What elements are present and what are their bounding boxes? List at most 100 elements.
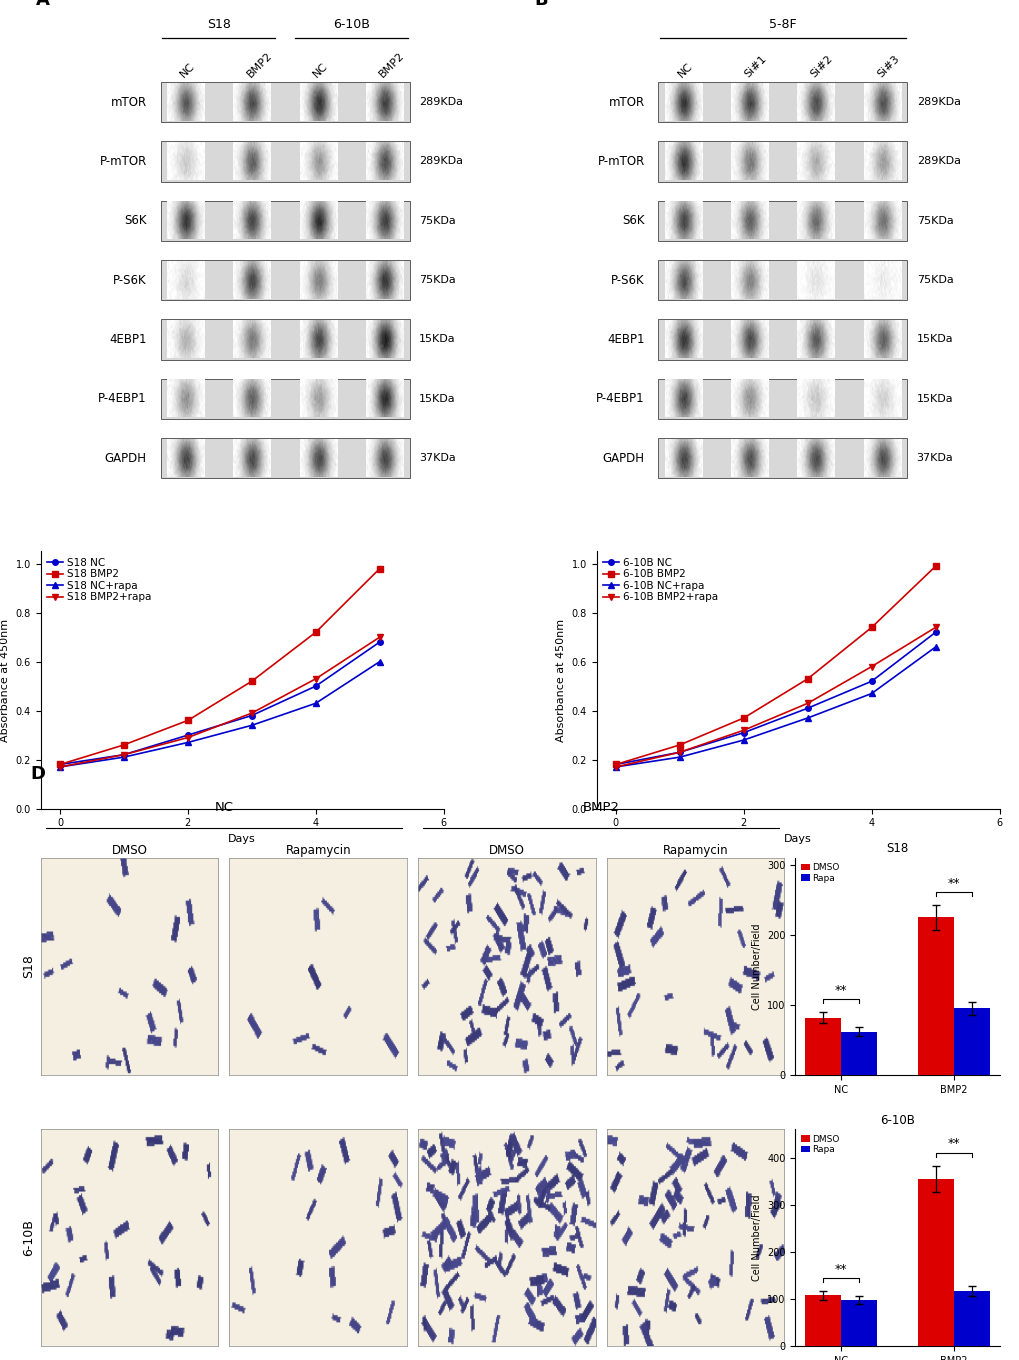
Y-axis label: 6-10B: 6-10B — [22, 1220, 36, 1257]
6-10B NC+rapa — [801, 710, 813, 726]
Line: S18 NC+rapa: S18 NC+rapa — [57, 658, 382, 770]
Bar — [840, 1032, 876, 1074]
6-10B BMP2+rapa — [674, 744, 686, 760]
Title: Rapamycin: Rapamycin — [285, 843, 351, 857]
Text: NC: NC — [214, 801, 233, 815]
Bar — [161, 82, 410, 122]
Bar — [161, 320, 410, 359]
Bar — [804, 1296, 840, 1346]
Bar — [161, 260, 410, 301]
Text: GAPDH: GAPDH — [105, 452, 147, 465]
6-10B NC+rapa — [674, 749, 686, 766]
6-10B BMP2+rapa — [928, 619, 941, 635]
Line: S18 BMP2+rapa: S18 BMP2+rapa — [57, 634, 382, 770]
S18 BMP2 — [117, 737, 129, 753]
S18 NC — [117, 747, 129, 763]
Title: Rapamycin: Rapamycin — [662, 843, 728, 857]
Line: S18 NC: S18 NC — [57, 639, 382, 767]
Text: Si#2: Si#2 — [808, 53, 835, 79]
Text: 15KDa: 15KDa — [419, 394, 454, 404]
Bar — [658, 438, 907, 479]
Text: 289KDa: 289KDa — [916, 97, 960, 107]
Legend: DMSO, Rapa: DMSO, Rapa — [799, 862, 840, 884]
Text: P-S6K: P-S6K — [610, 273, 644, 287]
S18 NC+rapa — [310, 695, 322, 711]
Bar — [658, 260, 907, 301]
Text: 289KDa: 289KDa — [419, 97, 463, 107]
S18 NC — [181, 728, 194, 744]
Text: S18: S18 — [207, 19, 230, 31]
6-10B NC+rapa — [609, 759, 622, 775]
Text: BMP2: BMP2 — [582, 801, 620, 815]
Text: P-S6K: P-S6K — [113, 273, 147, 287]
Text: Si#1: Si#1 — [742, 53, 768, 79]
Bar — [161, 201, 410, 241]
Text: P-mTOR: P-mTOR — [100, 155, 147, 169]
X-axis label: Days: Days — [228, 834, 256, 843]
6-10B NC — [609, 756, 622, 772]
S18 BMP2+rapa — [181, 729, 194, 745]
Bar — [840, 1300, 876, 1346]
Line: 6-10B NC: 6-10B NC — [612, 630, 937, 767]
Bar — [161, 378, 410, 419]
S18 BMP2 — [373, 560, 385, 577]
Text: S6K: S6K — [622, 215, 644, 227]
S18 NC+rapa — [373, 653, 385, 669]
Y-axis label: Absorbance at 450nm: Absorbance at 450nm — [0, 619, 10, 741]
Text: P-4EBP1: P-4EBP1 — [98, 392, 147, 405]
6-10B NC+rapa — [928, 639, 941, 656]
Text: BMP2: BMP2 — [245, 50, 274, 79]
6-10B NC — [928, 624, 941, 641]
Text: P-4EBP1: P-4EBP1 — [595, 392, 644, 405]
Text: 15KDa: 15KDa — [916, 394, 953, 404]
Text: 5-8F: 5-8F — [768, 19, 796, 31]
S18 BMP2 — [246, 673, 258, 690]
6-10B BMP2 — [928, 558, 941, 574]
Line: 6-10B BMP2: 6-10B BMP2 — [612, 563, 937, 767]
Text: NC: NC — [311, 61, 329, 79]
Bar — [953, 1009, 989, 1074]
S18 NC — [310, 679, 322, 695]
6-10B BMP2 — [609, 756, 622, 772]
Bar — [658, 378, 907, 419]
Text: P-mTOR: P-mTOR — [597, 155, 644, 169]
S18 BMP2+rapa — [310, 670, 322, 687]
S18 NC+rapa — [54, 759, 66, 775]
Bar — [658, 141, 907, 182]
Bar — [161, 438, 410, 479]
S18 BMP2+rapa — [246, 704, 258, 721]
Legend: S18 NC, S18 BMP2, S18 NC+rapa, S18 BMP2+rapa: S18 NC, S18 BMP2, S18 NC+rapa, S18 BMP2+… — [46, 556, 152, 604]
6-10B NC — [674, 744, 686, 760]
Text: 4EBP1: 4EBP1 — [606, 333, 644, 345]
Text: NC: NC — [676, 61, 694, 79]
Bar — [658, 201, 907, 241]
Text: Si#3: Si#3 — [874, 53, 901, 79]
6-10B BMP2 — [737, 710, 749, 726]
X-axis label: Days: Days — [784, 834, 811, 843]
S18 NC+rapa — [246, 717, 258, 733]
Legend: 6-10B NC, 6-10B BMP2, 6-10B NC+rapa, 6-10B BMP2+rapa: 6-10B NC, 6-10B BMP2, 6-10B NC+rapa, 6-1… — [601, 556, 718, 604]
Y-axis label: S18: S18 — [22, 955, 36, 978]
Text: mTOR: mTOR — [608, 95, 644, 109]
S18 NC — [373, 634, 385, 650]
Text: 37KDa: 37KDa — [419, 453, 455, 462]
6-10B BMP2 — [801, 670, 813, 687]
S18 BMP2 — [181, 713, 194, 729]
S18 BMP2+rapa — [373, 628, 385, 645]
Text: GAPDH: GAPDH — [602, 452, 644, 465]
Title: 6-10B: 6-10B — [879, 1114, 914, 1126]
Text: D: D — [31, 766, 46, 783]
Text: S6K: S6K — [124, 215, 147, 227]
Text: 289KDa: 289KDa — [916, 156, 960, 166]
Text: 289KDa: 289KDa — [419, 156, 463, 166]
6-10B BMP2 — [865, 619, 877, 635]
Text: BMP2: BMP2 — [377, 50, 407, 79]
Text: 75KDa: 75KDa — [916, 216, 953, 226]
Text: mTOR: mTOR — [111, 95, 147, 109]
Text: 37KDa: 37KDa — [916, 453, 953, 462]
Text: **: ** — [947, 877, 959, 889]
Line: 6-10B NC+rapa: 6-10B NC+rapa — [612, 645, 937, 770]
S18 NC — [246, 707, 258, 724]
Bar — [917, 918, 953, 1074]
6-10B BMP2 — [674, 737, 686, 753]
